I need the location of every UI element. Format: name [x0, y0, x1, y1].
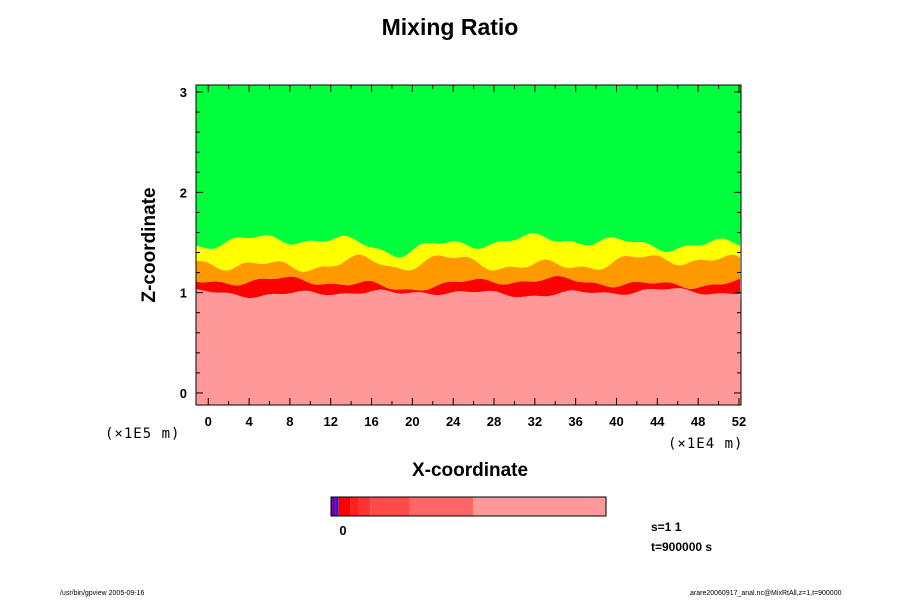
- t-annotation: t=900000 s: [651, 540, 713, 554]
- x-tick-label: 12: [323, 414, 337, 429]
- x-tick-label: 52: [732, 414, 746, 429]
- x-tick-label: 40: [609, 414, 623, 429]
- colorbar-segment: [370, 497, 410, 516]
- colorbar-segment: [358, 497, 371, 516]
- colorbar-segment: [350, 497, 359, 516]
- x-tick-label: 28: [487, 414, 501, 429]
- heatmap-field: [196, 85, 741, 405]
- y-axis-unit: (×1E5 m): [105, 426, 181, 442]
- colorbar-segment: [331, 497, 336, 516]
- x-tick-label: 16: [364, 414, 378, 429]
- s-annotation: s=1 1: [651, 520, 682, 534]
- layer-interface: [196, 276, 740, 299]
- chart-title: Mixing Ratio: [381, 14, 519, 40]
- x-axis-unit: (×1E4 m): [668, 436, 744, 452]
- x-tick-label: 36: [568, 414, 582, 429]
- colorbar-segment: [473, 497, 606, 516]
- x-tick-label: 24: [446, 414, 461, 429]
- x-axis-label: X-coordinate: [411, 460, 529, 481]
- plot-frame: [195, 84, 742, 406]
- footer-left: /usr/bin/gpview 2005-09-16: [60, 590, 145, 597]
- x-tick-label: 4: [245, 414, 253, 429]
- colorbar-segment: [338, 497, 351, 516]
- colorbar-label: 0: [339, 523, 346, 538]
- layer-upper: [196, 85, 741, 258]
- y-tick-label: 1: [180, 286, 187, 301]
- x-tick-label: 44: [650, 414, 665, 429]
- footer-right: arare20060917_anal.nc@MixRtAll,z=1,t=900…: [690, 590, 842, 597]
- y-tick-label: 0: [180, 386, 187, 401]
- layer-mixing: [196, 254, 740, 291]
- x-tick-label: 8: [286, 414, 293, 429]
- y-tick-label: 2: [180, 185, 187, 200]
- layer-lower: [196, 288, 741, 405]
- y-tick-label: 3: [180, 85, 187, 100]
- colorbar-segment: [335, 497, 339, 516]
- colorbar-segment: [409, 497, 474, 516]
- layer-transition: [196, 233, 740, 272]
- x-tick-label: 48: [691, 414, 705, 429]
- x-tick-label: 32: [528, 414, 542, 429]
- colorbar-frame: [330, 496, 607, 517]
- x-tick-label: 20: [405, 414, 419, 429]
- x-tick-label: 0: [205, 414, 212, 429]
